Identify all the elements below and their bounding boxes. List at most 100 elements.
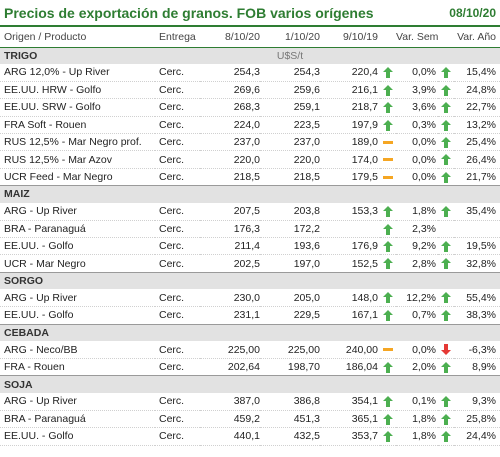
delivery-cell: Cerc. xyxy=(155,220,200,239)
yearly-trend-cell xyxy=(438,133,454,152)
table-row: EE.UU. - Golfo Cerc. 231,1 229,5 167,1 0,7% 38… xyxy=(0,306,500,325)
delivery-cell: Cerc. xyxy=(155,150,200,169)
arrow-up-icon xyxy=(441,102,451,114)
yearly-trend-cell xyxy=(438,306,454,325)
price-week-ago-cell: 223,5 xyxy=(260,116,320,135)
weekly-trend-cell xyxy=(380,133,396,152)
yearly-trend-cell xyxy=(438,289,454,308)
section-spacer xyxy=(396,375,438,393)
yearly-change-cell: 26,4% xyxy=(454,150,500,169)
origin-product-cell: ARG 12,0% - Up River xyxy=(0,64,155,82)
table-body: TRIGO U$S/t ARG 12,0% - Up River Cerc. 254,3… xyxy=(0,46,500,446)
price-current-cell: 254,3 xyxy=(200,64,260,82)
delivery-cell: Cerc. xyxy=(155,81,200,100)
arrow-down-icon xyxy=(441,344,451,356)
delivery-cell: Cerc. xyxy=(155,202,200,221)
yearly-change-cell: 13,2% xyxy=(454,116,500,135)
delivery-cell: Cerc. xyxy=(155,289,200,308)
price-year-ago-cell: 148,0 xyxy=(320,289,380,308)
table-row: RUS 12,5% - Mar Negro prof. Cerc. 237,0 237… xyxy=(0,133,500,152)
yearly-change-cell: 9,3% xyxy=(454,392,500,411)
weekly-change-cell: 2,8% xyxy=(396,254,438,273)
section-spacer xyxy=(380,185,396,203)
price-week-ago-cell: 220,0 xyxy=(260,150,320,169)
arrow-up-icon xyxy=(383,431,393,443)
price-current-cell: 224,0 xyxy=(200,116,260,135)
col-header-var-sem: Var. Sem. xyxy=(396,27,438,48)
yearly-change-cell: 24,8% xyxy=(454,81,500,100)
price-year-ago-cell: 365,1 xyxy=(320,410,380,429)
section-spacer xyxy=(320,271,380,290)
section-name: TRIGO xyxy=(0,46,155,64)
table-row: BRA - Paranaguá Cerc. 459,2 451,3 365,1 1,8% 2… xyxy=(0,410,500,429)
section-spacer xyxy=(200,375,260,393)
section-spacer xyxy=(454,271,500,290)
yearly-change-cell: 21,7% xyxy=(454,168,500,187)
table-row: UCR Feed - Mar Negro Cerc. 218,5 218,5 179,5… xyxy=(0,168,500,187)
origin-product-cell: ARG - Up River xyxy=(0,392,155,411)
yearly-trend-cell xyxy=(438,150,454,169)
price-year-ago-cell: 197,9 xyxy=(320,116,380,135)
arrow-up-icon xyxy=(383,292,393,304)
yearly-trend-cell xyxy=(438,202,454,221)
price-week-ago-cell: 172,2 xyxy=(260,220,320,239)
title-bar: Precios de exportación de granos. FOB va… xyxy=(0,0,500,27)
delivery-cell: Cerc. xyxy=(155,410,200,429)
price-current-cell: 202,64 xyxy=(200,358,260,377)
weekly-trend-cell xyxy=(380,168,396,187)
arrow-up-icon xyxy=(383,310,393,322)
yearly-change-cell: 22,7% xyxy=(454,98,500,117)
yearly-trend-cell xyxy=(438,341,454,359)
section-spacer xyxy=(155,375,200,393)
yearly-trend-cell xyxy=(438,220,454,239)
section-spacer xyxy=(396,271,438,290)
section-header-row: SORGO xyxy=(0,271,500,290)
yearly-trend-cell xyxy=(438,98,454,117)
section-header-row: TRIGO U$S/t xyxy=(0,46,500,64)
price-current-cell: 268,3 xyxy=(200,98,260,117)
price-current-cell: 207,5 xyxy=(200,202,260,221)
origin-product-cell: UCR - Mar Negro xyxy=(0,254,155,273)
weekly-trend-cell xyxy=(380,150,396,169)
price-year-ago-cell: 189,0 xyxy=(320,133,380,152)
origin-product-cell: RUS 12,5% - Mar Negro prof. xyxy=(0,133,155,152)
origin-product-cell: FRA - Rouen xyxy=(0,358,155,377)
table-row: ARG - Up River Cerc. 387,0 386,8 354,1 0,1% 9,… xyxy=(0,392,500,411)
section-spacer xyxy=(200,271,260,290)
table-row: RUS 12,5% - Mar Azov Cerc. 220,0 220,0 174,0… xyxy=(0,150,500,169)
weekly-change-cell: 0,0% xyxy=(396,133,438,152)
section-spacer xyxy=(454,46,500,64)
arrow-up-icon xyxy=(441,171,451,183)
delivery-cell: Cerc. xyxy=(155,306,200,325)
origin-product-cell: FRA Soft - Rouen xyxy=(0,116,155,135)
yearly-change-cell: -6,3% xyxy=(454,341,500,359)
section-spacer xyxy=(155,46,200,64)
price-year-ago-cell: 353,7 xyxy=(320,427,380,446)
price-year-ago-cell: 216,1 xyxy=(320,81,380,100)
table-row: ARG - Up River Cerc. 230,0 205,0 148,0 12,2% 5… xyxy=(0,289,500,308)
price-current-cell: 230,0 xyxy=(200,289,260,308)
arrow-up-icon xyxy=(441,119,451,131)
arrow-up-icon xyxy=(441,413,451,425)
section-name: SORGO xyxy=(0,271,155,290)
price-year-ago-cell: 240,00 xyxy=(320,341,380,359)
origin-product-cell: EE.UU. HRW - Golfo xyxy=(0,81,155,100)
yearly-change-cell: 25,4% xyxy=(454,133,500,152)
price-week-ago-cell: 237,0 xyxy=(260,133,320,152)
price-current-cell: 231,1 xyxy=(200,306,260,325)
section-spacer xyxy=(380,323,396,342)
section-unit xyxy=(260,271,320,290)
weekly-change-cell: 12,2% xyxy=(396,289,438,308)
section-header-row: CEBADA xyxy=(0,323,500,342)
section-spacer xyxy=(155,271,200,290)
section-spacer xyxy=(454,323,500,342)
table-row: EE.UU. - Golfo Cerc. 440,1 432,5 353,7 1,8% 24… xyxy=(0,427,500,446)
yearly-trend-cell xyxy=(438,254,454,273)
section-spacer xyxy=(380,46,396,64)
yearly-change-cell: 55,4% xyxy=(454,289,500,308)
origin-product-cell: ARG - Up River xyxy=(0,202,155,221)
price-year-ago-cell: 220,4 xyxy=(320,64,380,82)
price-current-cell: 218,5 xyxy=(200,168,260,187)
yearly-change-cell: 24,4% xyxy=(454,427,500,446)
